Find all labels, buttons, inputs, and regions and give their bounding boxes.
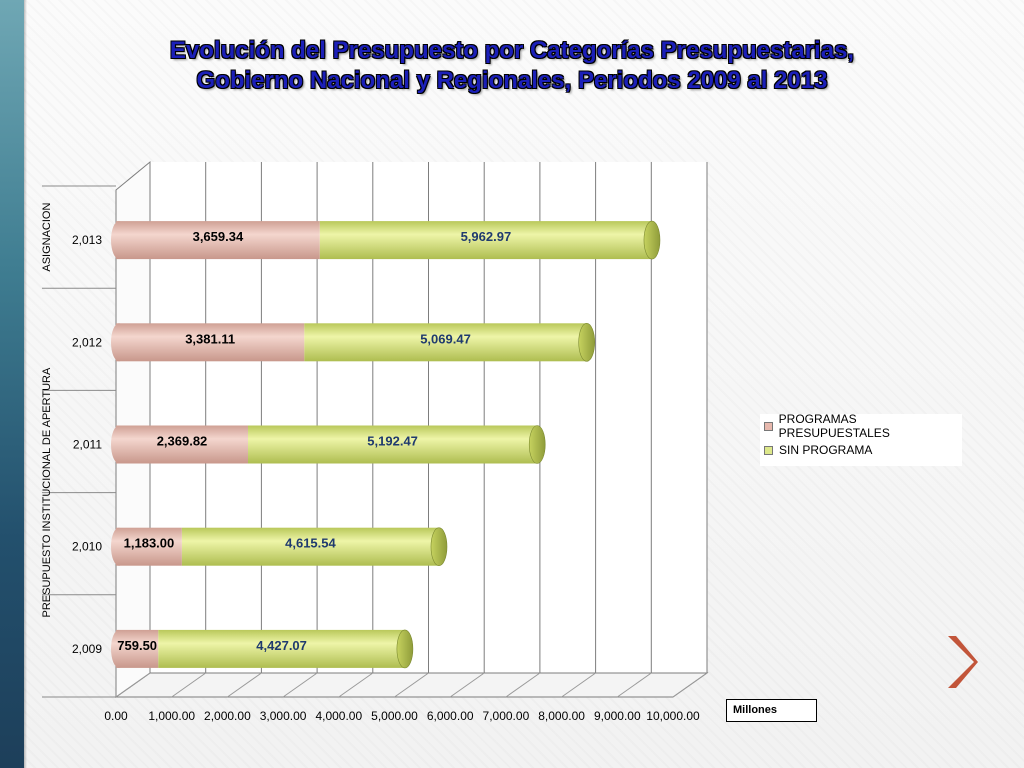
x-tick-label: 10,000.00 xyxy=(646,709,700,723)
legend-swatch-programas xyxy=(764,421,773,431)
category-label: 2,012 xyxy=(72,335,102,349)
data-label-sin-programa: 5,962.97 xyxy=(461,229,512,244)
x-floor-gridline xyxy=(672,672,708,698)
bar-programas xyxy=(116,323,305,362)
chevron-right-icon[interactable] xyxy=(944,634,978,690)
chart-title-line-2: Gobierno Nacional y Regionales, Periodos… xyxy=(196,67,828,94)
bar-end-cap xyxy=(430,527,448,567)
x-floor-gridline xyxy=(561,672,596,698)
data-label-sin-programa: 5,192.47 xyxy=(367,434,418,449)
x-floor-gridline xyxy=(449,672,485,698)
x-tick-label: 3,000.00 xyxy=(260,709,307,723)
legend-swatch-sin-programa xyxy=(764,445,773,455)
x-tick-label: 6,000.00 xyxy=(427,709,474,723)
bar-start-cap xyxy=(111,629,127,668)
category-label: 2,010 xyxy=(72,540,102,554)
data-label-programas: 3,659.34 xyxy=(193,229,244,244)
chart-legend: PROGRAMAS PRESUPUESTALES SIN PROGRAMA xyxy=(760,412,962,466)
data-label-programas: 759.50 xyxy=(117,638,157,653)
data-label-sin-programa: 4,615.54 xyxy=(285,536,336,551)
category-label: 2,011 xyxy=(73,438,102,452)
data-label-programas: 2,369.82 xyxy=(157,434,208,449)
bar-end-cap xyxy=(643,220,661,260)
x-floor-gridline xyxy=(617,672,652,698)
x-floor-gridline xyxy=(394,672,429,698)
x-floor-gridline xyxy=(227,672,262,698)
category-label: 2,013 xyxy=(72,233,102,247)
x-floor-gridline xyxy=(282,672,318,698)
legend-label-sin-programa: SIN PROGRAMA xyxy=(779,443,873,457)
x-floor-gridline xyxy=(115,672,151,698)
bar-end-cap xyxy=(528,425,546,464)
data-label-sin-programa: 5,069.47 xyxy=(420,331,471,346)
bar-end-cap xyxy=(396,629,414,669)
unit-label: Millones xyxy=(733,704,778,716)
group-label: ASIGNACION xyxy=(41,203,53,272)
group-label: PRESUPUESTO INSTITUCIONAL DE APERTURA xyxy=(41,367,53,617)
bar-programas xyxy=(116,425,248,464)
bar-sin-programa xyxy=(158,629,405,668)
bar-start-cap xyxy=(111,221,127,260)
data-label-programas: 1,183.00 xyxy=(124,536,175,551)
bar-programas xyxy=(116,221,320,260)
bar-sin-programa xyxy=(304,323,587,362)
x-tick-label: 9,000.00 xyxy=(594,709,641,723)
x-floor-gridline xyxy=(171,672,206,698)
data-label-programas: 3,381.11 xyxy=(185,331,235,346)
bar-sin-programa xyxy=(181,527,439,566)
left-decorative-band xyxy=(0,0,24,768)
bar-sin-programa xyxy=(247,425,538,464)
bar-start-cap xyxy=(111,527,127,566)
legend-label-programas: PROGRAMAS PRESUPUESTALES xyxy=(778,412,890,440)
unit-label-box: Millones xyxy=(726,699,817,722)
x-tick-label: 7,000.00 xyxy=(483,709,530,723)
bar-start-cap xyxy=(111,425,127,464)
x-tick-label: 5,000.00 xyxy=(371,709,418,723)
chart-title-line-1: Evolución del Presupuesto por Categorías… xyxy=(169,37,855,64)
data-label-sin-programa: 4,427.07 xyxy=(256,638,307,653)
x-tick-label: 1,000.00 xyxy=(148,709,195,723)
bar-sin-programa xyxy=(319,221,652,260)
x-tick-label: 4,000.00 xyxy=(315,709,362,723)
bar-end-cap xyxy=(578,322,595,362)
x-tick-label: 8,000.00 xyxy=(538,709,585,723)
chart-title: Evolución del Presupuesto por Categorías… xyxy=(60,36,964,96)
left-band-shadow xyxy=(24,0,27,768)
legend-item-programas: PROGRAMAS PRESUPUESTALES xyxy=(760,412,962,440)
x-floor-gridline xyxy=(338,672,374,698)
chevron-right-shape xyxy=(948,636,978,688)
legend-item-sin-programa: SIN PROGRAMA xyxy=(760,438,962,462)
category-label: 2,009 xyxy=(72,642,102,656)
x-tick-label: 2,000.00 xyxy=(204,709,251,723)
bar-start-cap xyxy=(111,323,127,362)
x-tick-label: 0.00 xyxy=(104,709,128,723)
x-floor-gridline xyxy=(505,672,541,698)
